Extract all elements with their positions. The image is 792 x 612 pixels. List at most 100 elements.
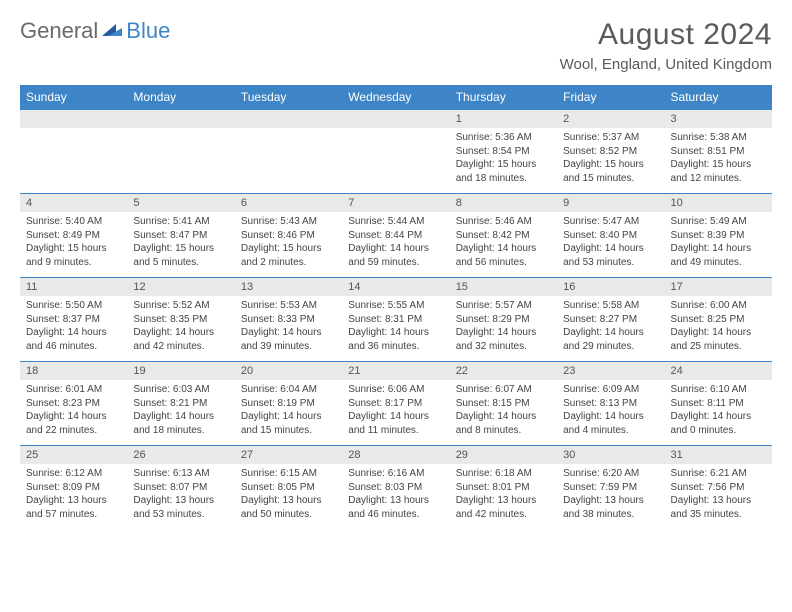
day-data (127, 128, 234, 184)
day-cell: 13Sunrise: 5:53 AMSunset: 8:33 PMDayligh… (235, 278, 342, 362)
sunset-text: Sunset: 8:29 PM (456, 313, 551, 327)
day-cell: 19Sunrise: 6:03 AMSunset: 8:21 PMDayligh… (127, 362, 234, 446)
day-number: 24 (665, 362, 772, 380)
week-row: 18Sunrise: 6:01 AMSunset: 8:23 PMDayligh… (20, 362, 772, 446)
daylight-text: Daylight: 14 hours and 56 minutes. (456, 242, 551, 269)
day-number: 20 (235, 362, 342, 380)
daylight-text: Daylight: 14 hours and 42 minutes. (133, 326, 228, 353)
daylight-text: Daylight: 14 hours and 25 minutes. (671, 326, 766, 353)
daylight-text: Daylight: 15 hours and 9 minutes. (26, 242, 121, 269)
sunset-text: Sunset: 8:21 PM (133, 397, 228, 411)
day-cell: 28Sunrise: 6:16 AMSunset: 8:03 PMDayligh… (342, 446, 449, 530)
day-cell: 27Sunrise: 6:15 AMSunset: 8:05 PMDayligh… (235, 446, 342, 530)
sunrise-text: Sunrise: 5:37 AM (563, 131, 658, 145)
day-number: 25 (20, 446, 127, 464)
day-data: Sunrise: 5:52 AMSunset: 8:35 PMDaylight:… (127, 296, 234, 361)
day-data: Sunrise: 6:15 AMSunset: 8:05 PMDaylight:… (235, 464, 342, 529)
day-cell: 18Sunrise: 6:01 AMSunset: 8:23 PMDayligh… (20, 362, 127, 446)
sunrise-text: Sunrise: 6:01 AM (26, 383, 121, 397)
day-data: Sunrise: 6:10 AMSunset: 8:11 PMDaylight:… (665, 380, 772, 445)
sunset-text: Sunset: 8:17 PM (348, 397, 443, 411)
sunrise-text: Sunrise: 5:44 AM (348, 215, 443, 229)
day-number: 1 (450, 110, 557, 128)
month-title: August 2024 (560, 18, 772, 52)
day-data: Sunrise: 5:58 AMSunset: 8:27 PMDaylight:… (557, 296, 664, 361)
day-cell: 23Sunrise: 6:09 AMSunset: 8:13 PMDayligh… (557, 362, 664, 446)
header: General Blue August 2024 Wool, England, … (20, 18, 772, 73)
daylight-text: Daylight: 13 hours and 38 minutes. (563, 494, 658, 521)
day-number: 3 (665, 110, 772, 128)
sunrise-text: Sunrise: 6:18 AM (456, 467, 551, 481)
day-data: Sunrise: 5:44 AMSunset: 8:44 PMDaylight:… (342, 212, 449, 277)
daylight-text: Daylight: 15 hours and 12 minutes. (671, 158, 766, 185)
sunset-text: Sunset: 8:35 PM (133, 313, 228, 327)
day-cell: 14Sunrise: 5:55 AMSunset: 8:31 PMDayligh… (342, 278, 449, 362)
day-data: Sunrise: 5:43 AMSunset: 8:46 PMDaylight:… (235, 212, 342, 277)
sunset-text: Sunset: 8:27 PM (563, 313, 658, 327)
day-cell: 6Sunrise: 5:43 AMSunset: 8:46 PMDaylight… (235, 194, 342, 278)
daylight-text: Daylight: 13 hours and 50 minutes. (241, 494, 336, 521)
day-number: 30 (557, 446, 664, 464)
day-cell: 20Sunrise: 6:04 AMSunset: 8:19 PMDayligh… (235, 362, 342, 446)
day-data: Sunrise: 5:53 AMSunset: 8:33 PMDaylight:… (235, 296, 342, 361)
sunrise-text: Sunrise: 6:13 AM (133, 467, 228, 481)
calendar-table: Sunday Monday Tuesday Wednesday Thursday… (20, 85, 772, 529)
sunrise-text: Sunrise: 5:58 AM (563, 299, 658, 313)
day-data: Sunrise: 6:12 AMSunset: 8:09 PMDaylight:… (20, 464, 127, 529)
sunrise-text: Sunrise: 6:21 AM (671, 467, 766, 481)
sunrise-text: Sunrise: 5:41 AM (133, 215, 228, 229)
day-cell (342, 110, 449, 194)
day-data (20, 128, 127, 184)
daylight-text: Daylight: 15 hours and 2 minutes. (241, 242, 336, 269)
logo-mark-icon (102, 18, 122, 44)
day-data: Sunrise: 6:18 AMSunset: 8:01 PMDaylight:… (450, 464, 557, 529)
location-text: Wool, England, United Kingdom (560, 56, 772, 73)
daylight-text: Daylight: 14 hours and 53 minutes. (563, 242, 658, 269)
sunset-text: Sunset: 8:52 PM (563, 145, 658, 159)
day-number (235, 110, 342, 128)
day-cell: 21Sunrise: 6:06 AMSunset: 8:17 PMDayligh… (342, 362, 449, 446)
day-cell: 2 Sunrise: 5:37 AMSunset: 8:52 PMDaylight… (557, 110, 664, 194)
day-number: 2 (557, 110, 664, 128)
day-number: 16 (557, 278, 664, 296)
sunset-text: Sunset: 8:51 PM (671, 145, 766, 159)
day-cell: 10Sunrise: 5:49 AMSunset: 8:39 PMDayligh… (665, 194, 772, 278)
week-row: 11Sunrise: 5:50 AMSunset: 8:37 PMDayligh… (20, 278, 772, 362)
daylight-text: Daylight: 15 hours and 15 minutes. (563, 158, 658, 185)
day-data: Sunrise: 5:41 AMSunset: 8:47 PMDaylight:… (127, 212, 234, 277)
day-data: Sunrise: 5:40 AMSunset: 8:49 PMDaylight:… (20, 212, 127, 277)
day-cell: 5Sunrise: 5:41 AMSunset: 8:47 PMDaylight… (127, 194, 234, 278)
day-number (127, 110, 234, 128)
day-data: Sunrise: 5:49 AMSunset: 8:39 PMDaylight:… (665, 212, 772, 277)
day-number: 15 (450, 278, 557, 296)
sunrise-text: Sunrise: 5:52 AM (133, 299, 228, 313)
day-number (342, 110, 449, 128)
sunset-text: Sunset: 8:42 PM (456, 229, 551, 243)
day-number (20, 110, 127, 128)
day-number: 8 (450, 194, 557, 212)
daylight-text: Daylight: 14 hours and 22 minutes. (26, 410, 121, 437)
sunrise-text: Sunrise: 6:06 AM (348, 383, 443, 397)
day-data: Sunrise: 6:20 AMSunset: 7:59 PMDaylight:… (557, 464, 664, 529)
day-number: 10 (665, 194, 772, 212)
day-number: 18 (20, 362, 127, 380)
sunrise-text: Sunrise: 6:10 AM (671, 383, 766, 397)
daylight-text: Daylight: 14 hours and 29 minutes. (563, 326, 658, 353)
daylight-text: Daylight: 13 hours and 35 minutes. (671, 494, 766, 521)
day-data: Sunrise: 6:03 AMSunset: 8:21 PMDaylight:… (127, 380, 234, 445)
daylight-text: Daylight: 15 hours and 5 minutes. (133, 242, 228, 269)
day-number: 7 (342, 194, 449, 212)
sunrise-text: Sunrise: 5:40 AM (26, 215, 121, 229)
day-number: 31 (665, 446, 772, 464)
day-data: Sunrise: 6:21 AMSunset: 7:56 PMDaylight:… (665, 464, 772, 529)
day-cell (235, 110, 342, 194)
day-data (235, 128, 342, 184)
sunrise-text: Sunrise: 6:12 AM (26, 467, 121, 481)
day-cell: 4Sunrise: 5:40 AMSunset: 8:49 PMDaylight… (20, 194, 127, 278)
logo-text-general: General (20, 18, 98, 44)
sunset-text: Sunset: 8:13 PM (563, 397, 658, 411)
day-header: Monday (127, 85, 234, 110)
sunset-text: Sunset: 8:44 PM (348, 229, 443, 243)
day-cell: 12Sunrise: 5:52 AMSunset: 8:35 PMDayligh… (127, 278, 234, 362)
day-data (342, 128, 449, 184)
